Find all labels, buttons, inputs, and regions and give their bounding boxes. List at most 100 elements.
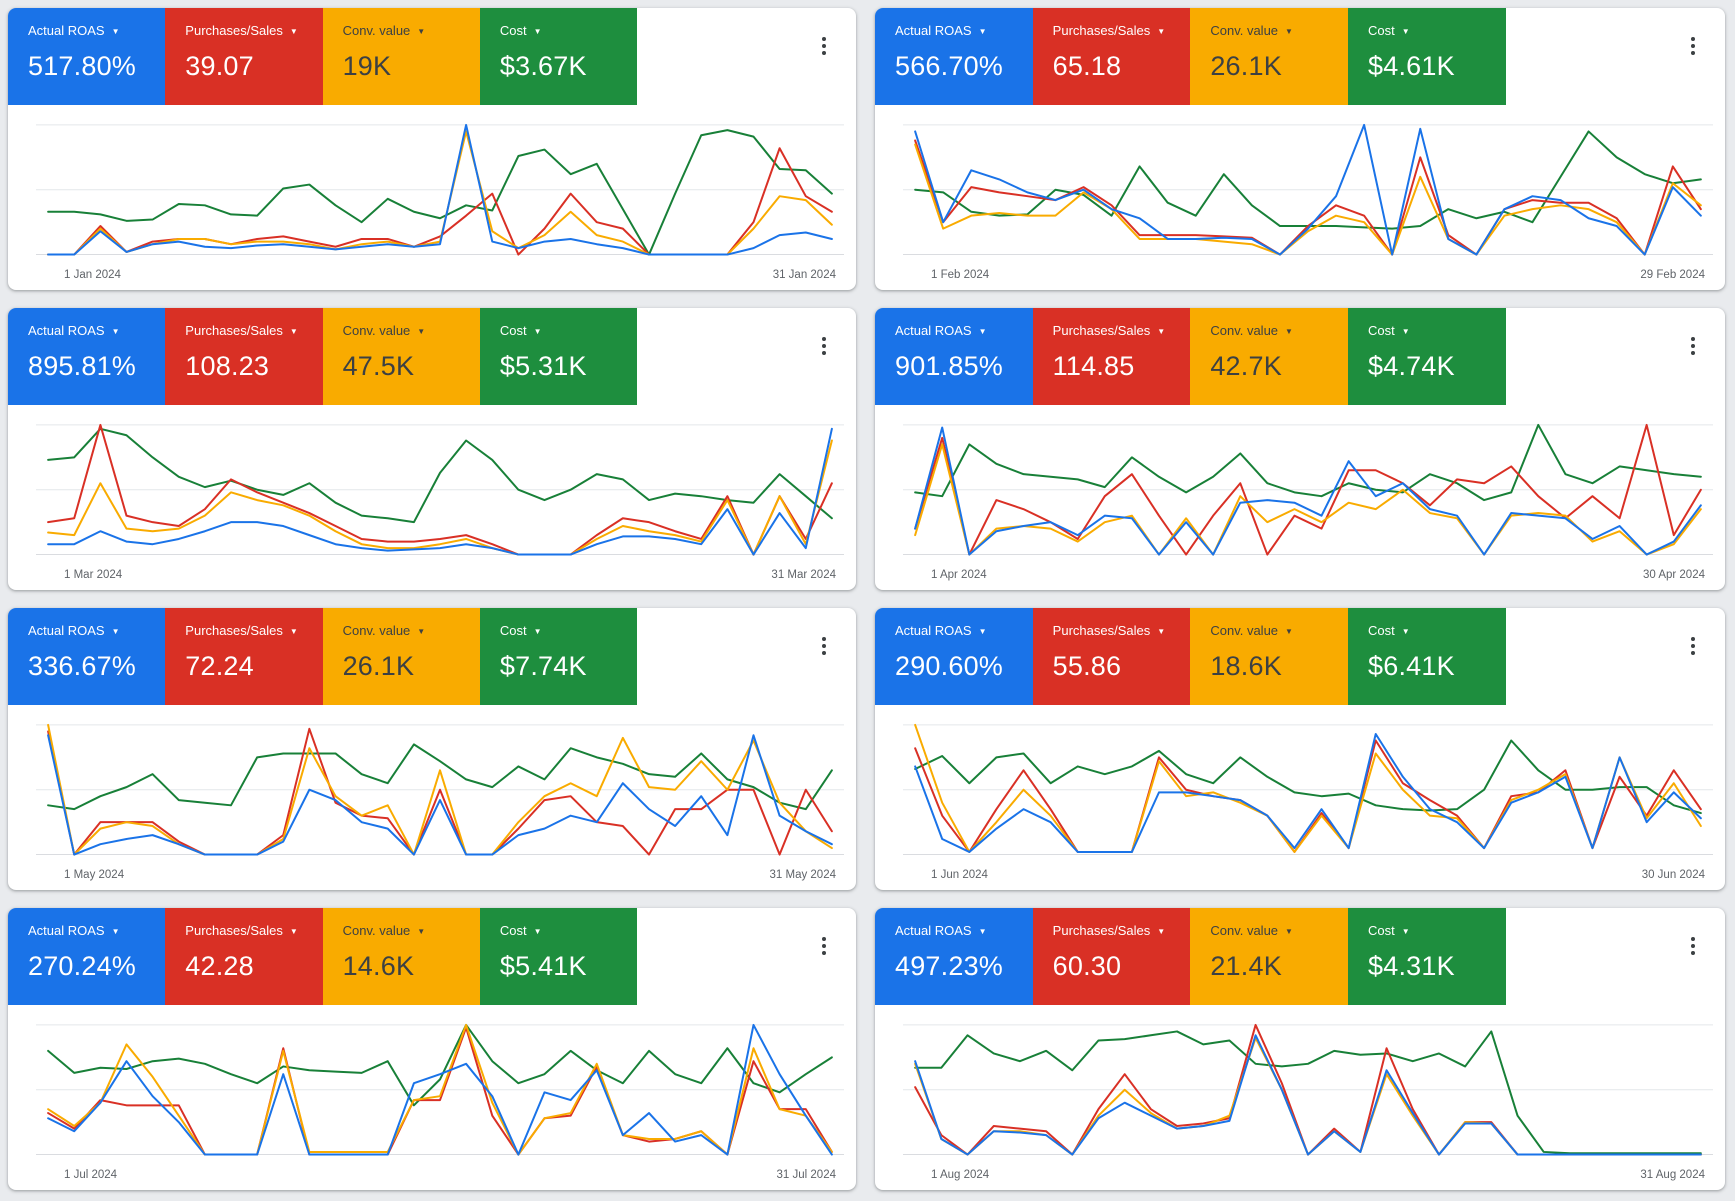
series-purchases-sales (48, 1028, 832, 1155)
metric-tab-value: $6.41K (1368, 651, 1455, 681)
x-axis-start-date: 1 May 2024 (64, 869, 125, 881)
metric-tab-label: Actual ROAS ▼ (895, 623, 987, 638)
metric-tab-label: Cost ▼ (499, 323, 542, 338)
metric-tab-value: 47.5K (342, 351, 415, 381)
line-chart (903, 1020, 1713, 1158)
metric-tab-cost[interactable]: Cost ▼ $3.67K (479, 8, 638, 105)
series-cost (48, 429, 832, 522)
x-axis-end-date: 31 Jul 2024 (776, 1169, 836, 1181)
metric-tab-purchases-sales[interactable]: Purchases/Sales ▼ 65.18 (1032, 8, 1191, 105)
metric-tab-value: $4.74K (1368, 351, 1455, 381)
metric-tab-label: Purchases/Sales ▼ (1052, 23, 1166, 38)
metric-tab-conv-value[interactable]: Conv. value ▼ 26.1K (1190, 8, 1349, 105)
x-axis-start-date: 1 Mar 2024 (64, 569, 123, 581)
metric-tab-conv-value[interactable]: Conv. value ▼ 21.4K (1190, 908, 1349, 1005)
metric-tab-purchases-sales[interactable]: Purchases/Sales ▼ 108.23 (165, 308, 323, 405)
metric-tab-purchases-sales[interactable]: Purchases/Sales ▼ 114.85 (1032, 308, 1191, 405)
more-options-icon[interactable] (816, 632, 832, 660)
metric-tab-value: 60.30 (1052, 951, 1122, 981)
line-chart-svg (903, 120, 1713, 258)
metric-tab-cost[interactable]: Cost ▼ $4.61K (1348, 8, 1506, 105)
metric-tab-value: $5.41K (499, 951, 587, 981)
metric-tab-conv-value[interactable]: Conv. value ▼ 19K (322, 8, 480, 105)
metric-tab-conv-value[interactable]: Conv. value ▼ 47.5K (322, 308, 480, 405)
metric-tab-label: Purchases/Sales ▼ (185, 623, 298, 638)
x-axis-labels: 1 Feb 2024 29 Feb 2024 (931, 269, 1705, 281)
metric-tab-actual-roas[interactable]: Actual ROAS ▼ 517.80% (8, 8, 166, 105)
more-options-icon[interactable] (1685, 332, 1701, 360)
chevron-down-icon: ▼ (1285, 927, 1293, 936)
metric-chart-card: Actual ROAS ▼ 497.23% Purchases/Sales ▼ … (875, 908, 1725, 1190)
metric-tab-cost[interactable]: Cost ▼ $6.41K (1348, 608, 1506, 705)
more-options-icon[interactable] (816, 332, 832, 360)
series-actual-roas (915, 428, 1701, 555)
x-axis-end-date: 31 Mar 2024 (771, 569, 836, 581)
metric-tab-cost[interactable]: Cost ▼ $4.74K (1348, 308, 1506, 405)
more-options-icon[interactable] (816, 32, 832, 60)
more-options-icon[interactable] (1685, 32, 1701, 60)
metric-tab-purchases-sales[interactable]: Purchases/Sales ▼ 39.07 (165, 8, 323, 105)
metric-tab-label: Conv. value ▼ (1210, 923, 1293, 938)
line-chart (36, 420, 844, 558)
chevron-down-icon: ▼ (533, 327, 542, 336)
chevron-down-icon: ▼ (289, 27, 298, 36)
line-chart-svg (36, 420, 844, 558)
metric-tab-conv-value[interactable]: Conv. value ▼ 42.7K (1190, 308, 1349, 405)
series-conv-value (915, 444, 1701, 554)
chevron-down-icon: ▼ (533, 927, 542, 936)
line-chart (903, 120, 1713, 258)
metric-tab-cost[interactable]: Cost ▼ $4.31K (1348, 908, 1506, 1005)
metric-tab-label: Conv. value ▼ (342, 23, 426, 38)
metric-tab-value: 26.1K (1210, 51, 1282, 81)
metric-tab-actual-roas[interactable]: Actual ROAS ▼ 336.67% (8, 608, 166, 705)
more-options-icon[interactable] (816, 932, 832, 960)
metric-tab-actual-roas[interactable]: Actual ROAS ▼ 290.60% (875, 608, 1033, 705)
metric-tab-value: $7.74K (499, 651, 587, 681)
chevron-down-icon: ▼ (978, 27, 987, 36)
metric-tabs: Actual ROAS ▼ 497.23% Purchases/Sales ▼ … (875, 908, 1725, 1005)
metric-tab-label: Cost ▼ (1368, 23, 1410, 38)
metric-tab-cost[interactable]: Cost ▼ $5.41K (479, 908, 638, 1005)
metric-tab-label: Actual ROAS ▼ (895, 23, 987, 38)
more-options-icon[interactable] (1685, 632, 1701, 660)
line-chart-svg (903, 420, 1713, 558)
metric-tab-label: Purchases/Sales ▼ (185, 323, 298, 338)
metric-tab-value: 14.6K (342, 951, 415, 981)
series-cost (915, 1031, 1701, 1153)
metric-tab-label: Cost ▼ (499, 923, 542, 938)
metric-chart-card: Actual ROAS ▼ 270.24% Purchases/Sales ▼ … (8, 908, 856, 1190)
metric-tab-purchases-sales[interactable]: Purchases/Sales ▼ 42.28 (165, 908, 323, 1005)
more-options-icon[interactable] (1685, 932, 1701, 960)
series-conv-value (48, 441, 832, 555)
metric-tab-label: Purchases/Sales ▼ (1052, 323, 1166, 338)
metric-tab-value: 290.60% (895, 651, 1003, 681)
x-axis-start-date: 1 Jul 2024 (64, 1169, 118, 1181)
metric-tab-value: 901.85% (895, 351, 1003, 381)
metric-tab-actual-roas[interactable]: Actual ROAS ▼ 566.70% (875, 8, 1033, 105)
metric-tab-actual-roas[interactable]: Actual ROAS ▼ 270.24% (8, 908, 166, 1005)
metric-tab-value: 55.86 (1052, 651, 1122, 681)
metric-tab-value: 517.80% (28, 51, 136, 81)
x-axis-start-date: 1 Aug 2024 (931, 1169, 990, 1181)
metric-tabs: Actual ROAS ▼ 895.81% Purchases/Sales ▼ … (8, 308, 856, 405)
metric-chart-card: Actual ROAS ▼ 290.60% Purchases/Sales ▼ … (875, 608, 1725, 890)
x-axis-labels: 1 May 2024 31 May 2024 (64, 869, 836, 881)
x-axis-labels: 1 Apr 2024 30 Apr 2024 (931, 569, 1705, 581)
metric-tab-conv-value[interactable]: Conv. value ▼ 26.1K (322, 608, 480, 705)
line-chart-svg (36, 720, 844, 858)
metric-tab-cost[interactable]: Cost ▼ $5.31K (479, 308, 638, 405)
metric-tab-purchases-sales[interactable]: Purchases/Sales ▼ 72.24 (165, 608, 323, 705)
chevron-down-icon: ▼ (1401, 627, 1410, 636)
metric-tab-conv-value[interactable]: Conv. value ▼ 14.6K (322, 908, 480, 1005)
metric-tab-actual-roas[interactable]: Actual ROAS ▼ 901.85% (875, 308, 1033, 405)
metric-tab-conv-value[interactable]: Conv. value ▼ 18.6K (1190, 608, 1349, 705)
metric-tab-purchases-sales[interactable]: Purchases/Sales ▼ 55.86 (1032, 608, 1191, 705)
metric-tab-actual-roas[interactable]: Actual ROAS ▼ 497.23% (875, 908, 1033, 1005)
chevron-down-icon: ▼ (1157, 27, 1166, 36)
metric-tab-label: Actual ROAS ▼ (28, 623, 120, 638)
metric-tab-actual-roas[interactable]: Actual ROAS ▼ 895.81% (8, 308, 166, 405)
metric-tab-cost[interactable]: Cost ▼ $7.74K (479, 608, 638, 705)
metric-tab-purchases-sales[interactable]: Purchases/Sales ▼ 60.30 (1032, 908, 1191, 1005)
series-cost (48, 1025, 832, 1105)
